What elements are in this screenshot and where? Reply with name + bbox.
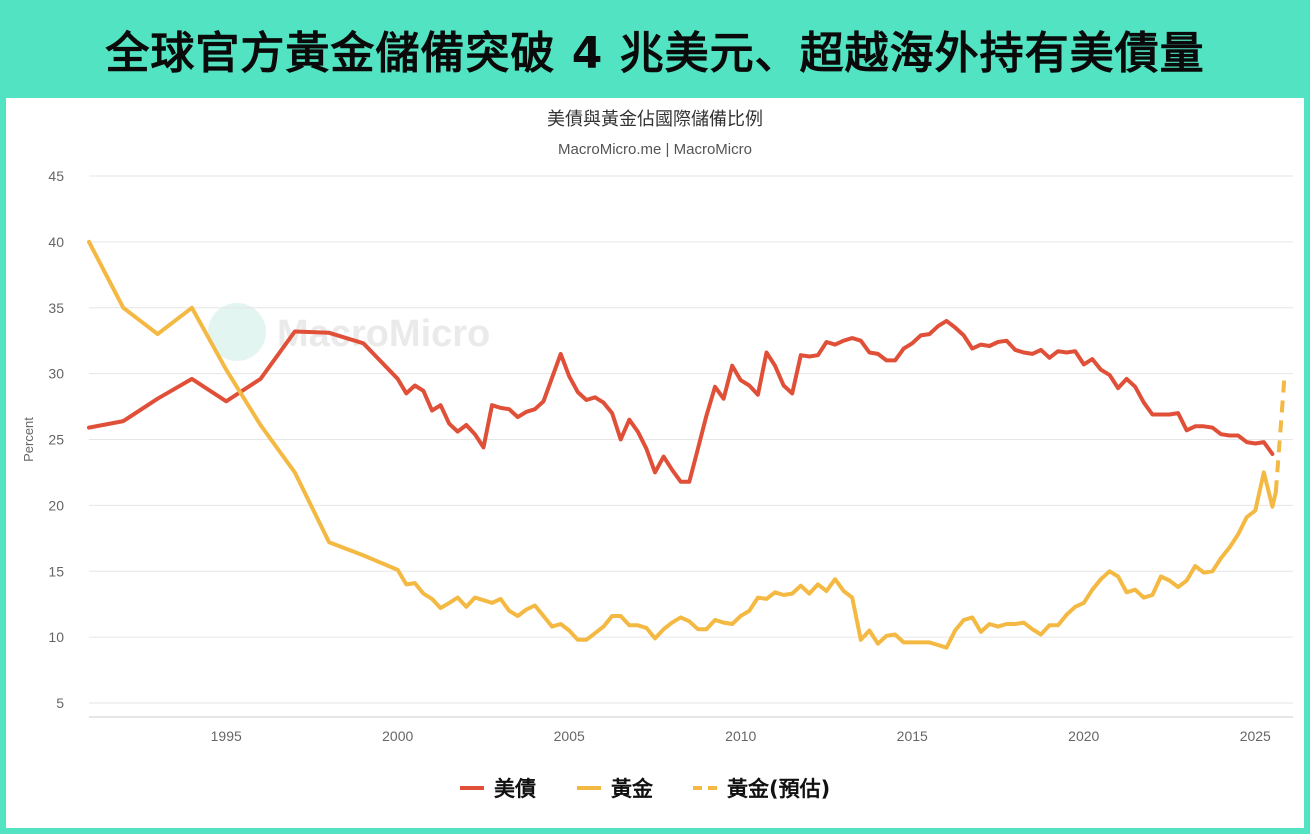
banner-title: 全球官方黃金儲備突破 4 兆美元、超越海外持有美債量	[105, 28, 1205, 79]
x-tick-label: 2010	[725, 728, 756, 744]
x-tick-label: 1995	[211, 728, 242, 744]
y-tick-label: 10	[48, 629, 64, 645]
y-tick-label: 30	[48, 366, 64, 382]
chart-subtitle: MacroMicro.me | MacroMicro	[558, 141, 752, 158]
series-line-1	[87, 239, 1278, 650]
legend-label-2: 黃金(預估)	[727, 777, 830, 801]
legend-label-1: 黃金	[611, 777, 654, 801]
x-tick-label: 2000	[382, 728, 413, 744]
y-tick-label: 20	[48, 497, 64, 513]
watermark: MacroMicro	[208, 303, 490, 361]
gridlines	[89, 175, 1293, 718]
legend-label-0: 美債	[494, 777, 536, 801]
legend: 美債 黃金 黃金(預估)	[460, 777, 830, 801]
y-tick-label: 5	[56, 695, 64, 711]
chart-title: 美債與黃金佔國際儲備比例	[547, 109, 763, 130]
y-tick-label: 25	[48, 432, 64, 448]
y-axis-label: Percent	[21, 417, 36, 462]
y-tick-label: 15	[48, 563, 64, 579]
banner: 全球官方黃金儲備突破 4 兆美元、超越海外持有美債量	[0, 0, 1310, 98]
y-tick-label: 45	[48, 168, 64, 184]
x-tick-label: 2025	[1240, 728, 1271, 744]
chart: 美債與黃金佔國際儲備比例 MacroMicro.me | MacroMicro …	[21, 109, 1293, 801]
x-tick-label: 2015	[897, 728, 928, 744]
watermark-logo-icon	[208, 303, 266, 361]
y-tick-label: 40	[48, 234, 64, 250]
series-line-0	[87, 318, 1275, 484]
chart-panel: 美債與黃金佔國際儲備比例 MacroMicro.me | MacroMicro …	[6, 98, 1304, 828]
y-axis-ticks: 5 10 15 20 25 30 35 40 45	[48, 168, 64, 711]
x-axis-ticks: 1995 2000 2005 2010 2015 2020 2025	[211, 728, 1271, 744]
x-tick-label: 2005	[554, 728, 585, 744]
x-tick-label: 2020	[1068, 728, 1099, 744]
y-tick-label: 35	[48, 300, 64, 316]
series-lines	[87, 239, 1287, 650]
series-line-2	[1273, 377, 1287, 493]
